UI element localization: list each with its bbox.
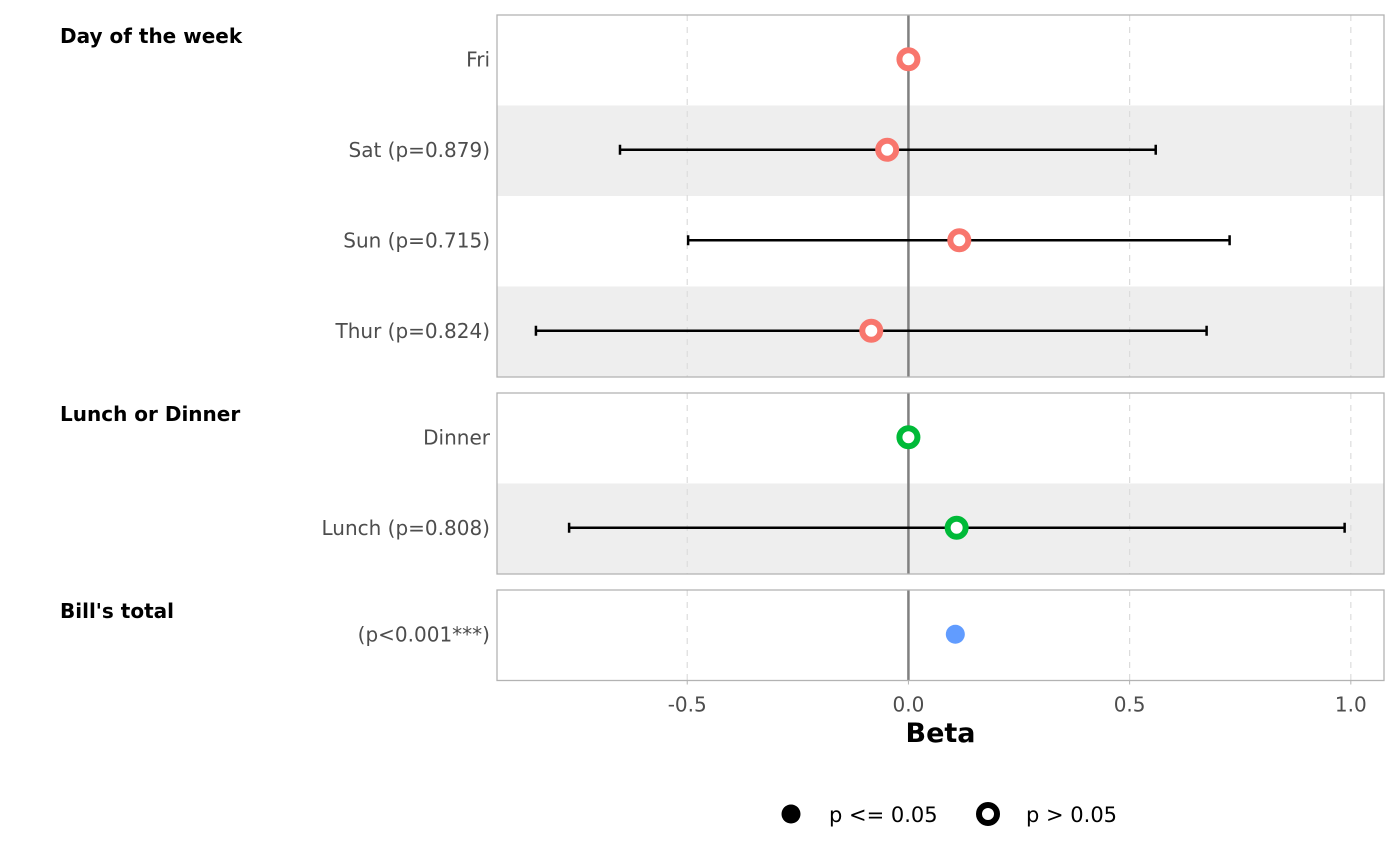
panel-border: [496, 589, 1385, 682]
x-tick-label: 0.5: [1114, 693, 1146, 717]
row-label: Dinner: [423, 425, 491, 449]
row-label: Fri: [466, 47, 490, 71]
point-estimate: [896, 47, 921, 72]
group-label: Bill's total: [60, 599, 174, 623]
x-tick-label: -0.5: [668, 693, 707, 717]
legend: p <= 0.05 p > 0.05: [781, 802, 1117, 827]
legend-filled-icon: [781, 804, 801, 824]
legend-label: p <= 0.05: [829, 803, 938, 827]
point-estimate: [945, 624, 965, 644]
x-tick-label: 1.0: [1335, 693, 1367, 717]
legend-label: p > 0.05: [1026, 803, 1117, 827]
point-estimate: [947, 228, 972, 253]
row-label: Sun (p=0.715): [343, 228, 490, 252]
row-label: (p<0.001***): [358, 622, 490, 646]
row-label: Lunch (p=0.808): [322, 516, 491, 540]
group-label: Lunch or Dinner: [60, 402, 240, 426]
row-label: Sat (p=0.879): [349, 138, 490, 162]
point-estimate: [859, 318, 884, 343]
panel-border: [496, 14, 1385, 378]
group-label: Day of the week: [60, 24, 243, 48]
point-estimate: [875, 137, 900, 162]
point-estimate: [944, 515, 969, 540]
x-tick-label: 0.0: [893, 693, 925, 717]
panel-1: Lunch or Dinner Dinner Lunch (p=0.808): [60, 392, 1385, 575]
point-estimate: [896, 425, 921, 450]
panel-border: [496, 392, 1385, 575]
panel-0: Day of the week Fri Sat (p=0.879) Sun (p=0.…: [60, 14, 1385, 378]
panel-background: [497, 590, 1384, 681]
row-label: Thur (p=0.824): [335, 319, 490, 343]
legend-hollow-icon: [976, 802, 1000, 826]
panel-2: Bill's total (p<0.001***): [60, 589, 1385, 682]
x-axis-title: Beta: [905, 718, 975, 749]
